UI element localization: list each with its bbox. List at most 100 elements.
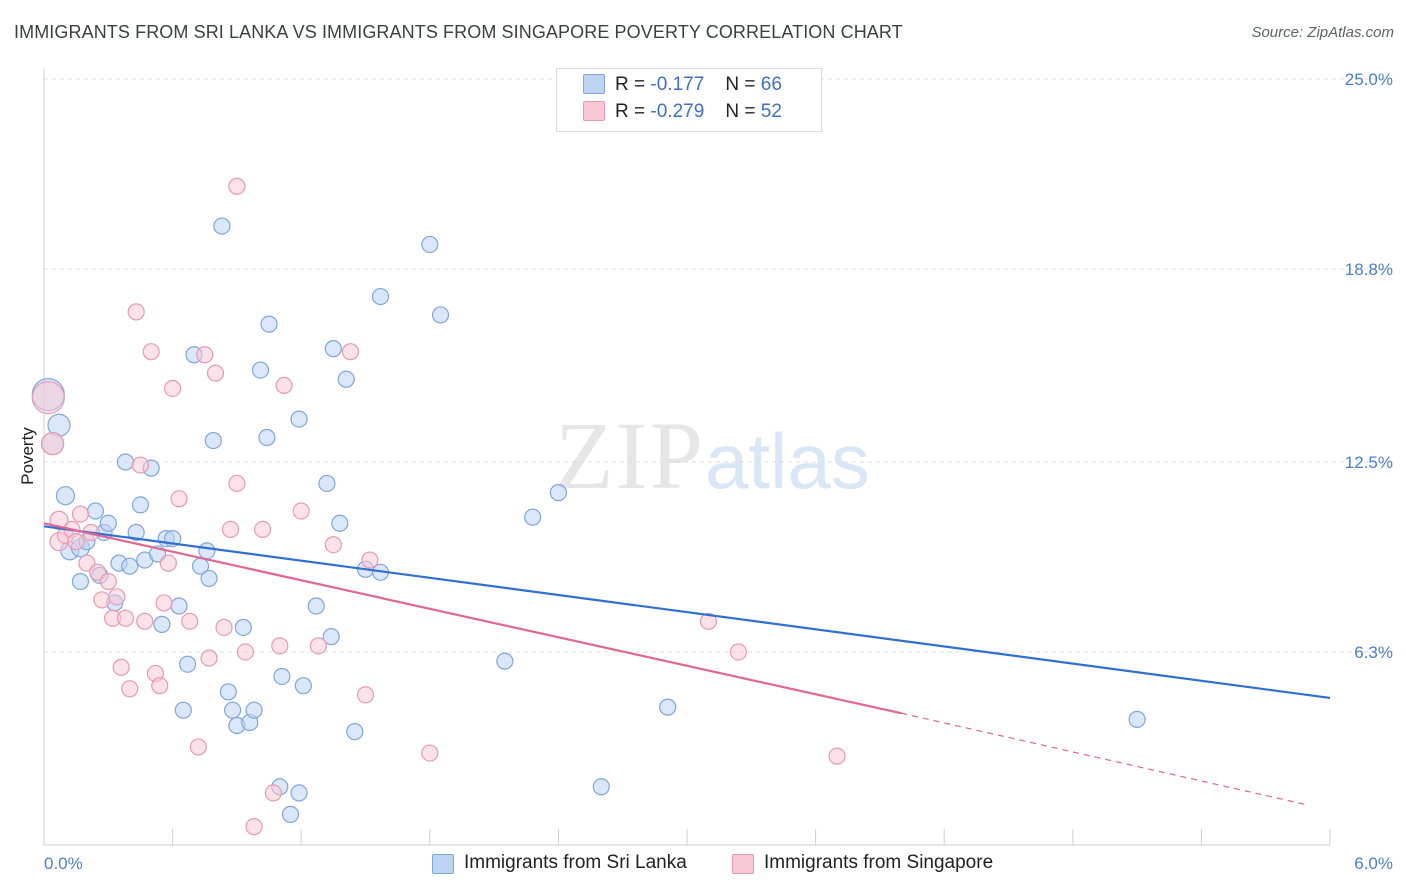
data-point — [131, 456, 150, 474]
watermark-atlas: atlas — [705, 417, 870, 505]
data-point — [258, 428, 276, 447]
data-point — [659, 698, 677, 716]
watermark-zip: ZIP — [555, 402, 705, 509]
data-point — [1128, 710, 1146, 728]
legend-swatch-sri-lanka — [583, 74, 605, 94]
legend-r-label: R = — [615, 74, 646, 95]
data-point — [356, 686, 375, 704]
data-point — [116, 453, 135, 471]
data-point — [496, 652, 514, 670]
data-point — [341, 343, 360, 361]
data-point — [524, 508, 542, 526]
data-point — [549, 484, 568, 502]
data-point — [121, 680, 139, 698]
x-tick-label: 0.0% — [44, 854, 83, 873]
data-point — [215, 618, 233, 637]
data-point — [198, 542, 216, 560]
legend-r-label: R = — [615, 101, 646, 122]
data-point — [290, 784, 308, 802]
legend-n-value: 52 — [760, 101, 782, 122]
data-point — [206, 364, 225, 382]
data-point — [290, 410, 308, 428]
data-point — [93, 591, 111, 609]
data-point — [273, 667, 291, 686]
data-point — [234, 618, 252, 637]
bottom-legend-swatch-singapore — [732, 854, 754, 874]
data-point — [292, 502, 310, 520]
data-point — [361, 551, 379, 569]
data-point — [228, 474, 246, 493]
data-point — [371, 287, 390, 306]
data-point — [346, 723, 364, 741]
grid-lines — [44, 78, 1395, 653]
data-point — [318, 474, 336, 493]
data-point — [181, 612, 199, 630]
data-point — [828, 747, 846, 765]
trend-line-extension — [901, 712, 1309, 806]
data-point — [421, 744, 439, 762]
data-point — [224, 701, 242, 719]
series-singapore-points — [31, 177, 846, 836]
data-point — [294, 677, 312, 695]
data-point — [331, 514, 349, 532]
data-point — [116, 609, 135, 627]
data-point — [324, 340, 342, 358]
x-tick-label: 6.0% — [1354, 854, 1393, 873]
data-point — [307, 597, 325, 615]
data-point — [159, 554, 177, 572]
data-point — [155, 594, 173, 612]
data-point — [200, 649, 218, 667]
data-point — [236, 643, 255, 661]
legend-r-value: -0.279 — [650, 101, 705, 122]
data-point — [251, 361, 270, 379]
trend-line — [43, 525, 1331, 700]
axes — [43, 68, 1331, 846]
data-point — [324, 536, 342, 554]
trend-lines — [43, 522, 1331, 806]
data-point — [164, 379, 182, 398]
y-tick-label: 25.0% — [1345, 70, 1393, 89]
data-point — [204, 431, 222, 450]
data-point — [142, 343, 160, 361]
data-point — [131, 496, 150, 514]
data-point — [264, 784, 282, 802]
legend-r-value: -0.177 — [650, 74, 705, 95]
trend-line — [43, 522, 902, 715]
legend-stats-singapore: R = -0.279 N = 52 — [615, 101, 782, 123]
data-point — [108, 588, 126, 606]
legend-n-label: N = — [725, 101, 756, 122]
legend-swatch-singapore — [583, 101, 605, 121]
data-point — [281, 805, 300, 823]
data-point — [170, 597, 188, 615]
y-tick-label: 6.3% — [1354, 643, 1393, 662]
data-point — [592, 778, 610, 796]
data-point — [200, 569, 218, 588]
y-tick-label: 12.5% — [1345, 453, 1393, 472]
data-point — [174, 701, 192, 719]
data-point — [213, 217, 231, 235]
bottom-legend-label-singapore: Immigrants from Singapore — [764, 852, 994, 873]
data-point — [179, 655, 197, 673]
series-sri-lanka-points — [31, 217, 1146, 823]
data-point — [153, 615, 171, 633]
data-point — [71, 505, 90, 523]
y-tick-label: 18.8% — [1345, 260, 1393, 279]
data-point — [228, 177, 246, 195]
data-point — [71, 572, 90, 591]
data-point — [112, 658, 130, 676]
data-point — [127, 303, 145, 321]
data-point — [260, 315, 278, 333]
bottom-legend-label-sri-lanka: Immigrants from Sri Lanka — [464, 852, 687, 873]
y-axis-title: Poverty — [18, 427, 37, 485]
watermark: ZIPatlas — [555, 400, 870, 511]
data-point — [31, 381, 65, 415]
data-point — [189, 738, 207, 756]
data-point — [99, 514, 117, 532]
data-point — [151, 677, 169, 695]
data-point — [254, 520, 272, 539]
data-point — [99, 572, 117, 591]
chart-title: IMMIGRANTS FROM SRI LANKA VS IMMIGRANTS … — [14, 22, 903, 42]
legend-n-label: N = — [725, 74, 756, 95]
data-point — [699, 612, 718, 630]
